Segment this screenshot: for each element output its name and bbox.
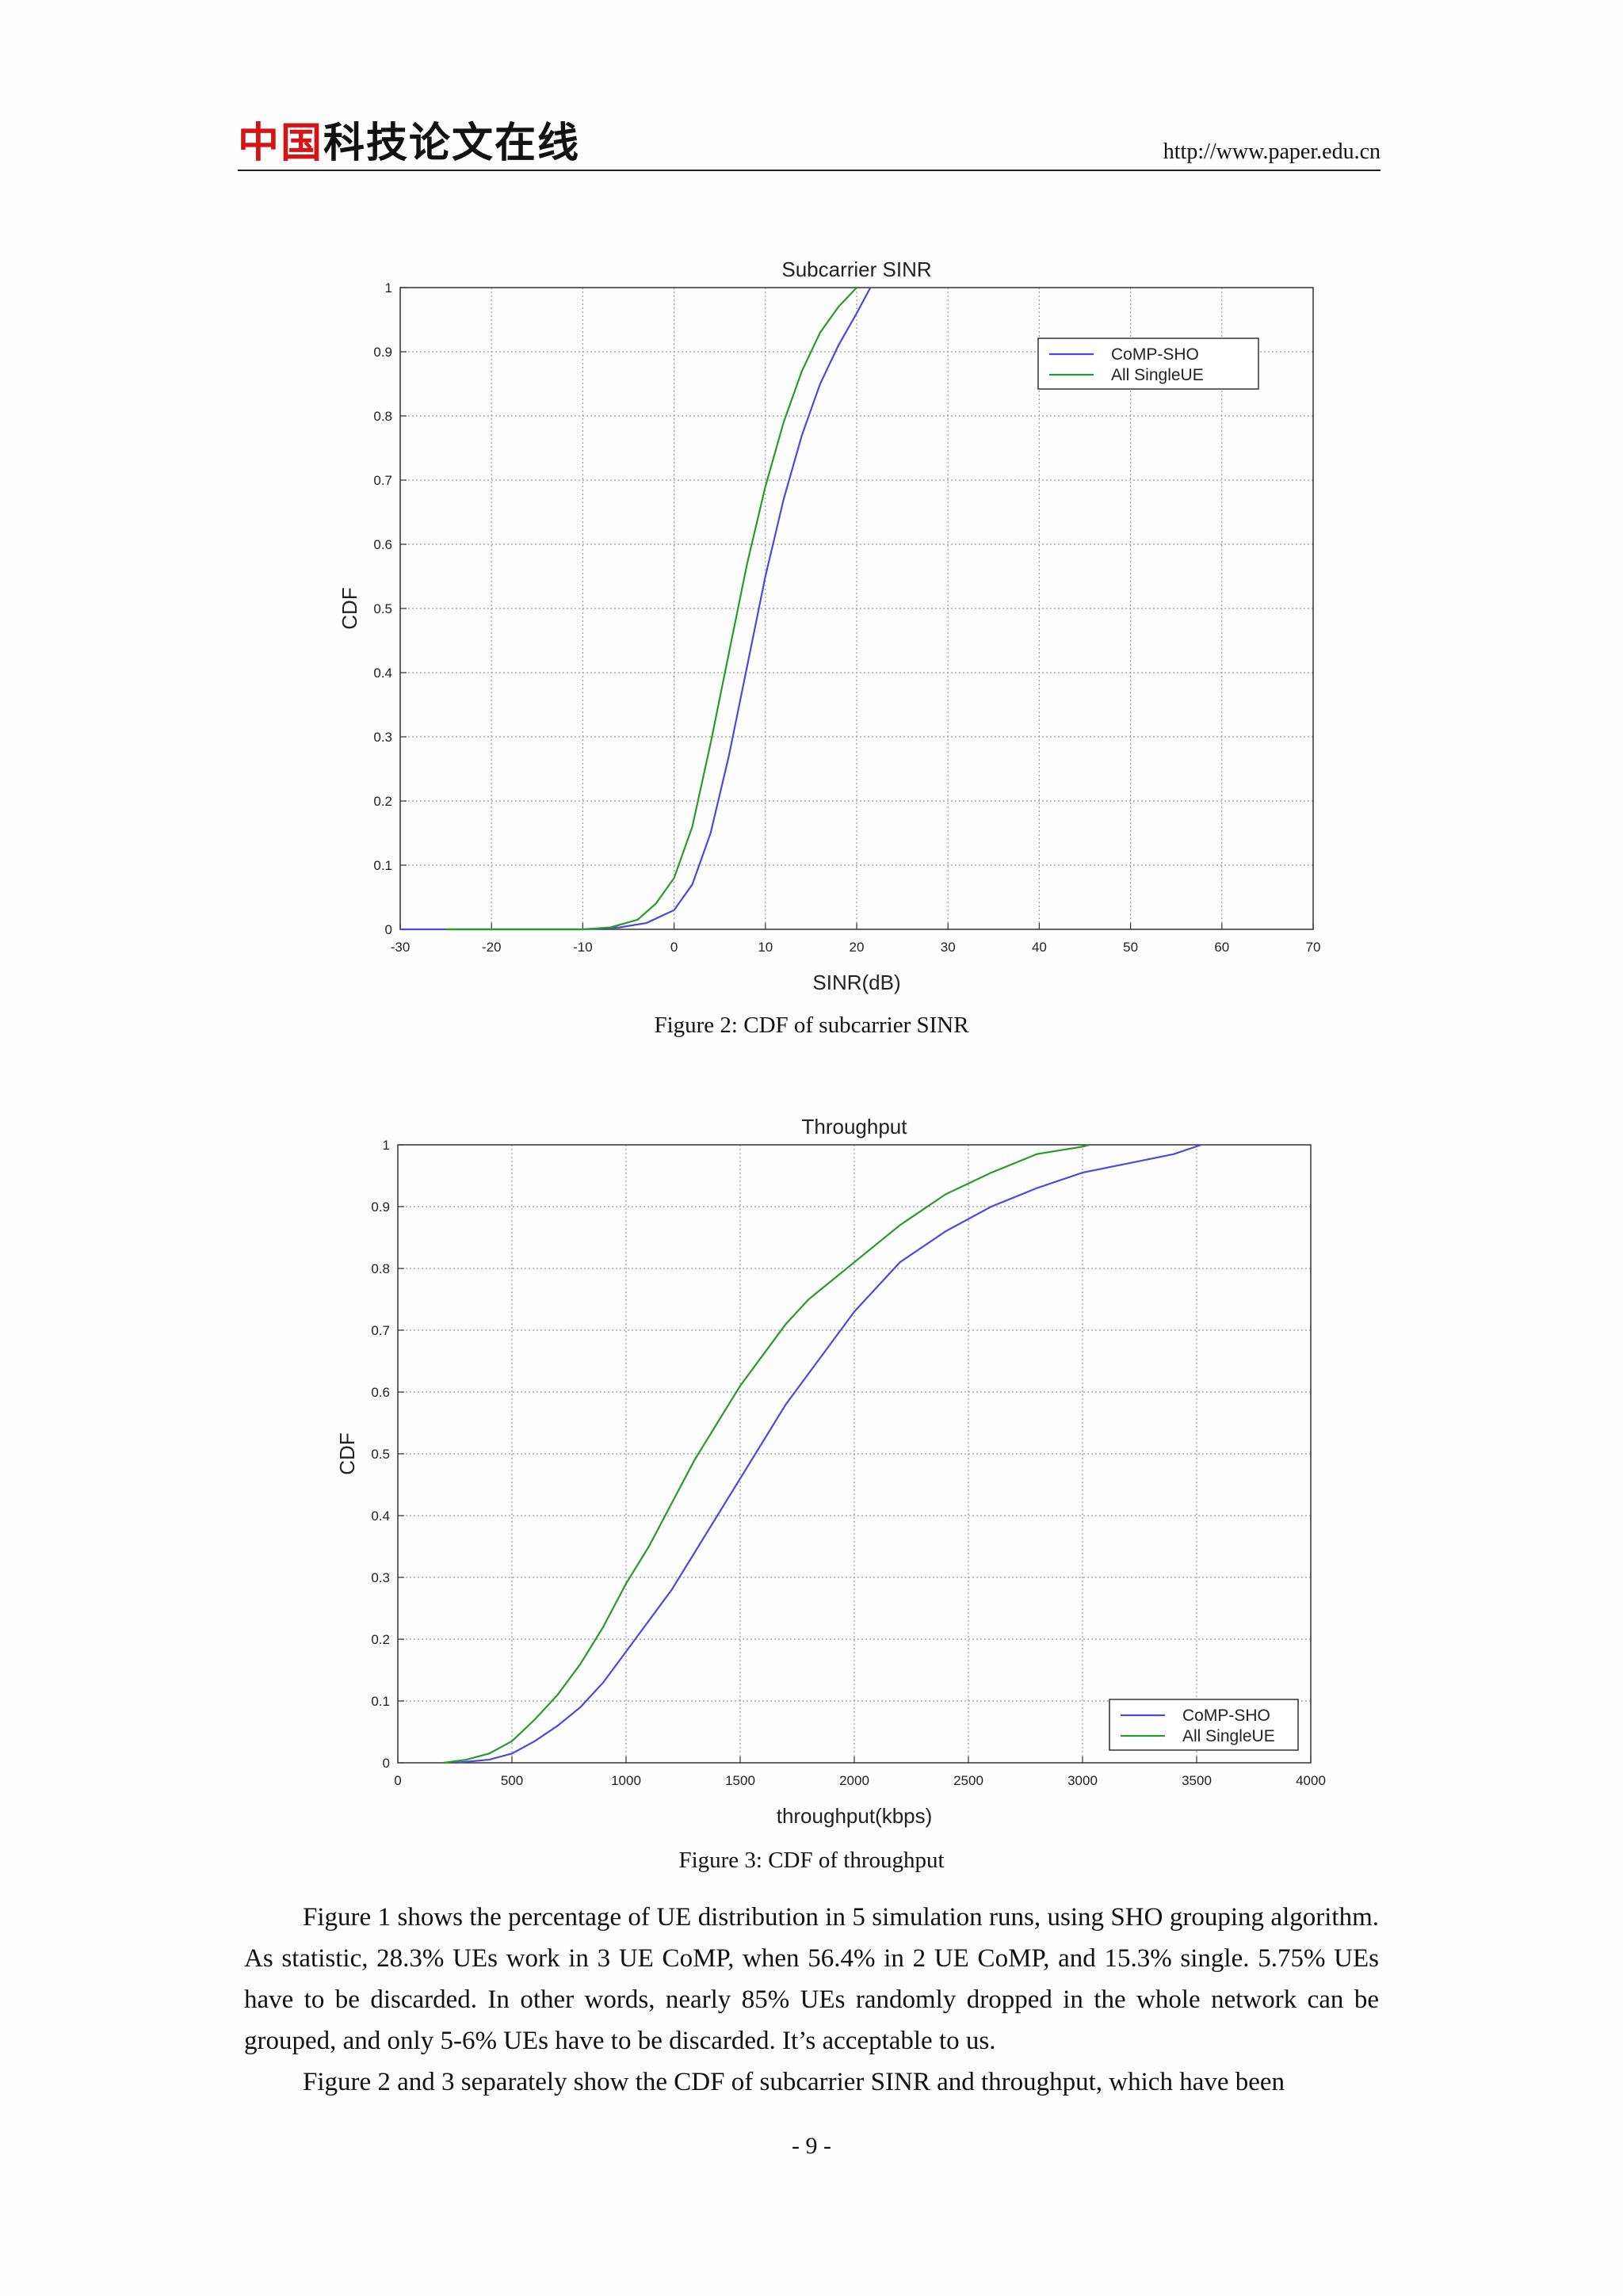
- y-tick-label: 0.8: [371, 1261, 390, 1276]
- logo-text: 科技论文在线: [323, 120, 581, 167]
- x-tick-label: 3000: [1067, 1773, 1098, 1788]
- y-axis-label: CDF: [335, 1432, 359, 1474]
- y-tick-label: 0.5: [373, 601, 392, 616]
- throughput-cdf-chart: 0 500 1000 1500 2000 2500 3000 3500 4000 0 0.1 0.2 0…: [335, 1115, 1326, 1828]
- x-axis-label: SINR(dB): [812, 971, 900, 994]
- y-tick-label: 0.6: [373, 537, 392, 552]
- y-tick-label: 0.7: [371, 1323, 390, 1338]
- x-tick-label: 2500: [953, 1773, 983, 1788]
- chart-title: Subcarrier SINR: [781, 257, 931, 281]
- series-line-comp-sho: [400, 287, 872, 931]
- legend-label: All SingleUE: [1111, 366, 1204, 384]
- page-header: 中国科技论文在线 http://www.paper.edu.cn: [238, 117, 1381, 171]
- legend-box: [1037, 338, 1259, 390]
- x-tick-label: -10: [573, 940, 593, 955]
- x-tick-label: 10: [758, 940, 773, 955]
- y-tick-label: 0: [385, 922, 392, 937]
- logo-text-red: 中国: [238, 120, 324, 167]
- x-tick-label: 4000: [1296, 1773, 1326, 1788]
- y-tick-label: 0.5: [371, 1447, 390, 1462]
- x-tick-label: 500: [501, 1773, 523, 1788]
- legend-label: CoMP-SHO: [1182, 1707, 1270, 1725]
- legend-label: All SingleUE: [1182, 1727, 1275, 1745]
- x-tick-label: 0: [670, 940, 678, 955]
- x-tick-label: 30: [941, 940, 956, 955]
- y-tick-label: 0.9: [371, 1199, 390, 1215]
- x-tick-label: 40: [1032, 940, 1047, 955]
- y-tick-label: 1: [383, 1138, 390, 1153]
- x-tick-label: 0: [394, 1773, 401, 1788]
- y-tick-label: 0.8: [373, 409, 392, 424]
- x-tick-label: 50: [1123, 940, 1138, 955]
- x-tick-label: 2000: [839, 1773, 869, 1788]
- y-tick-label: 0.1: [371, 1694, 390, 1709]
- x-tick-label: 60: [1214, 940, 1229, 955]
- x-tick-label: -30: [391, 940, 411, 955]
- y-tick-label: 0: [383, 1756, 390, 1771]
- figure-3-caption: Figure 3: CDF of throughput: [678, 1848, 945, 1873]
- x-tick-label: 70: [1306, 940, 1321, 955]
- header-url[interactable]: http://www.paper.edu.cn: [1163, 139, 1381, 164]
- page-number: - 9 -: [792, 2133, 831, 2159]
- body-text: Figure 1 shows the percentage of UE dist…: [244, 1897, 1379, 2103]
- figure-2-caption: Figure 2: CDF of subcarrier SINR: [654, 1013, 969, 1038]
- y-tick-label: 0.3: [373, 730, 392, 745]
- sinr-cdf-chart: -30 -20 -10 0 10 20 30 40 50 60 70 0 0.1 0.2 0.3 0.4 0.5…: [338, 257, 1321, 994]
- y-tick-label: 0.4: [373, 666, 392, 681]
- y-tick-label: 0.3: [371, 1570, 390, 1585]
- paragraph-2: Figure 2 and 3 separately show the CDF o…: [303, 2068, 1285, 2096]
- series-line-all-singleue: [445, 287, 857, 931]
- y-tick-label: 0.2: [371, 1632, 390, 1647]
- x-tick-label: 1500: [725, 1773, 755, 1788]
- y-tick-label: 0.7: [373, 473, 392, 488]
- x-tick-label: 20: [850, 940, 865, 955]
- series-line-comp-sho: [454, 1143, 1202, 1764]
- legend-box: [1109, 1699, 1299, 1751]
- y-tick-label: 0.1: [373, 858, 392, 873]
- site-logo: 中国科技论文在线: [238, 117, 580, 170]
- x-tick-label: 1000: [611, 1773, 641, 1788]
- paragraph-1: Figure 1 shows the percentage of UE dist…: [244, 1903, 1379, 2055]
- y-tick-label: 0.2: [373, 794, 392, 809]
- chart-title: Throughput: [802, 1115, 908, 1138]
- y-tick-label: 0.9: [373, 345, 392, 360]
- y-tick-label: 1: [385, 280, 392, 296]
- legend-label: CoMP-SHO: [1111, 345, 1199, 364]
- y-tick-label: 0.6: [371, 1385, 390, 1400]
- x-tick-label: 3500: [1182, 1773, 1212, 1788]
- y-tick-label: 0.4: [371, 1508, 390, 1524]
- x-tick-label: -20: [482, 940, 502, 955]
- series-line-all-singleue: [443, 1143, 1090, 1764]
- x-axis-label: throughput(kbps): [777, 1804, 933, 1828]
- y-axis-label: CDF: [338, 587, 361, 629]
